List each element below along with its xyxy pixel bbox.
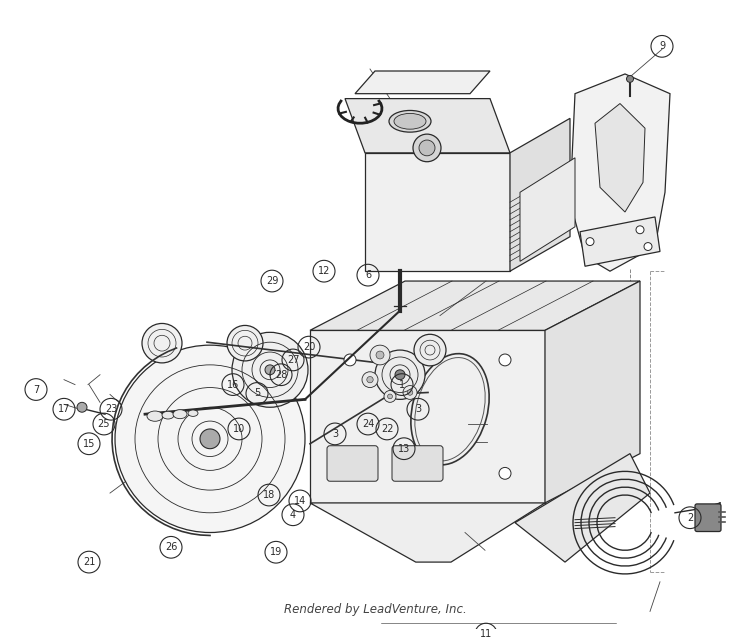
Circle shape: [626, 75, 634, 82]
Circle shape: [370, 345, 390, 365]
Circle shape: [499, 468, 511, 479]
Circle shape: [388, 394, 392, 399]
Circle shape: [200, 429, 220, 449]
Polygon shape: [520, 158, 575, 262]
Circle shape: [644, 242, 652, 251]
Text: 11: 11: [480, 629, 492, 638]
Polygon shape: [580, 217, 660, 266]
Text: 7: 7: [33, 385, 39, 394]
Text: 3: 3: [332, 429, 338, 439]
Circle shape: [384, 390, 396, 403]
Circle shape: [344, 354, 356, 366]
Text: 29: 29: [266, 276, 278, 286]
Circle shape: [77, 403, 87, 412]
Text: Rendered by LeadVenture, Inc.: Rendered by LeadVenture, Inc.: [284, 603, 466, 616]
Text: 2: 2: [687, 513, 693, 523]
Text: 10: 10: [232, 424, 245, 434]
Text: 21: 21: [82, 557, 95, 567]
Polygon shape: [515, 454, 650, 562]
Text: 25: 25: [98, 419, 110, 429]
Circle shape: [499, 354, 511, 366]
Text: 17: 17: [58, 404, 70, 414]
FancyBboxPatch shape: [392, 446, 443, 481]
Polygon shape: [355, 71, 490, 94]
Text: 1: 1: [399, 380, 405, 390]
Circle shape: [362, 372, 378, 387]
Polygon shape: [310, 503, 545, 562]
Circle shape: [414, 334, 446, 366]
Polygon shape: [595, 103, 645, 212]
Text: 3: 3: [415, 404, 421, 414]
Circle shape: [407, 390, 413, 395]
Text: 26: 26: [165, 542, 177, 553]
Ellipse shape: [147, 411, 163, 421]
Circle shape: [403, 385, 417, 399]
Text: 13: 13: [398, 443, 410, 454]
Polygon shape: [365, 153, 510, 271]
Ellipse shape: [162, 412, 174, 419]
Text: 5: 5: [254, 389, 260, 399]
Text: 24: 24: [362, 419, 374, 429]
Circle shape: [232, 332, 308, 407]
Text: 23: 23: [105, 404, 117, 414]
Polygon shape: [570, 74, 670, 271]
Circle shape: [367, 376, 374, 383]
Text: 20: 20: [303, 342, 315, 352]
Circle shape: [375, 350, 425, 399]
Circle shape: [265, 365, 275, 375]
Text: 18: 18: [262, 490, 275, 500]
Circle shape: [115, 345, 305, 533]
Circle shape: [376, 351, 384, 359]
Ellipse shape: [389, 110, 431, 132]
Text: 14: 14: [294, 496, 306, 506]
Ellipse shape: [188, 410, 198, 417]
Polygon shape: [310, 330, 545, 503]
Ellipse shape: [394, 114, 426, 129]
FancyBboxPatch shape: [695, 504, 721, 531]
Ellipse shape: [173, 410, 187, 419]
Circle shape: [586, 238, 594, 246]
Text: 15: 15: [82, 439, 95, 449]
Circle shape: [344, 468, 356, 479]
Circle shape: [142, 323, 182, 363]
FancyBboxPatch shape: [327, 446, 378, 481]
Circle shape: [413, 134, 441, 161]
Text: 6: 6: [365, 270, 371, 280]
Text: 27: 27: [286, 355, 299, 365]
Circle shape: [636, 226, 644, 234]
Text: 9: 9: [659, 41, 665, 51]
Text: 22: 22: [381, 424, 393, 434]
Circle shape: [395, 370, 405, 380]
Text: 16: 16: [226, 380, 239, 390]
Text: 12: 12: [318, 266, 330, 276]
Text: 28: 28: [274, 370, 287, 380]
Text: 4: 4: [290, 510, 296, 520]
Circle shape: [227, 325, 263, 361]
Polygon shape: [310, 281, 640, 330]
Polygon shape: [510, 118, 570, 271]
Polygon shape: [545, 281, 640, 503]
Circle shape: [419, 140, 435, 156]
Text: 19: 19: [270, 547, 282, 557]
Polygon shape: [345, 99, 510, 153]
